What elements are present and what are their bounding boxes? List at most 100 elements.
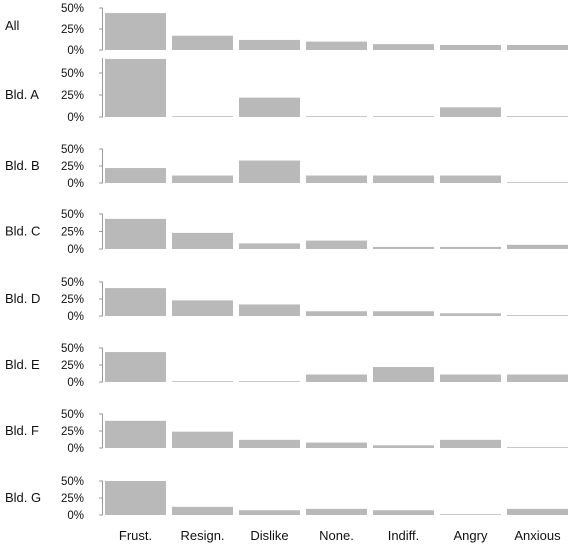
x-category-label: Indiff. — [388, 528, 420, 543]
bar-frust — [105, 288, 166, 316]
y-tick-label: 0% — [67, 244, 84, 256]
panel-2: Bld. A 50% 25% 0% — [5, 58, 568, 124]
y-tick-label: 0% — [67, 377, 84, 389]
bar-none — [306, 116, 367, 117]
bar-dislike — [239, 97, 300, 117]
panel-label: Bld. F — [5, 423, 39, 438]
bar-frust — [105, 58, 166, 117]
bar-indiff — [373, 44, 434, 50]
bar-indiff — [373, 116, 434, 117]
y-tick-label: 0% — [67, 311, 84, 323]
y-tick-label: 50% — [61, 343, 84, 355]
y-tick-label: 25% — [61, 161, 84, 173]
panel-label: Bld. B — [5, 158, 40, 173]
x-category-label: Angry — [454, 528, 488, 543]
bar-anxious — [507, 244, 568, 249]
panel-6: Bld. E 50% 25% 0% — [5, 343, 568, 389]
panel-label: Bld. G — [5, 490, 41, 505]
x-category-label: Dislike — [250, 528, 288, 543]
panel-label: All — [5, 18, 20, 33]
bar-frust — [105, 218, 166, 249]
panel-7: Bld. F 50% 25% 0% — [5, 409, 568, 455]
panel-label: Bld. E — [5, 357, 40, 372]
bar-indiff — [373, 175, 434, 183]
x-category-label: Resign. — [180, 528, 224, 543]
y-tick-label: 0% — [67, 510, 84, 522]
bar-dislike — [239, 381, 300, 382]
y-tick-label: 0% — [67, 112, 84, 124]
bar-indiff — [373, 510, 434, 515]
bar-resign — [172, 300, 233, 316]
bar-indiff — [373, 445, 434, 448]
bar-frust — [105, 168, 166, 183]
y-tick-label: 25% — [61, 24, 84, 36]
bar-angry — [440, 44, 501, 50]
y-tick-label: 50% — [61, 68, 84, 80]
bar-angry — [440, 175, 501, 183]
bar-angry — [440, 374, 501, 382]
bar-angry — [440, 439, 501, 448]
bar-resign — [172, 431, 233, 448]
panel-3: Bld. B 50% 25% 0% — [5, 144, 568, 190]
panel-label: Bld. A — [5, 87, 39, 102]
bar-none — [306, 175, 367, 183]
y-tick-label: 50% — [61, 144, 84, 156]
y-tick-label: 25% — [61, 360, 84, 372]
bar-angry — [440, 246, 501, 249]
panel-8: Bld. G 50% 25% 0% — [5, 476, 568, 522]
bar-resign — [172, 506, 233, 515]
y-tick-label: 25% — [61, 90, 84, 102]
bar-anxious — [507, 116, 568, 117]
bar-anxious — [507, 44, 568, 50]
bar-anxious — [507, 182, 568, 183]
y-tick-label: 50% — [61, 209, 84, 221]
x-category-label: None. — [319, 528, 354, 543]
bar-frust — [105, 481, 166, 515]
bar-resign — [172, 116, 233, 117]
bar-dislike — [239, 39, 300, 50]
bar-anxious — [507, 315, 568, 316]
y-tick-label: 0% — [67, 178, 84, 190]
y-tick-label: 50% — [61, 277, 84, 289]
bar-angry — [440, 107, 501, 117]
bar-frust — [105, 13, 166, 50]
panel-5: Bld. D 50% 25% 0% — [5, 277, 568, 323]
bar-angry — [440, 514, 501, 515]
bar-none — [306, 240, 367, 249]
y-tick-label: 25% — [61, 294, 84, 306]
y-tick-label: 0% — [67, 45, 84, 57]
bar-resign — [172, 381, 233, 382]
bar-angry — [440, 313, 501, 316]
x-category-label: Anxious — [514, 528, 561, 543]
bar-frust — [105, 420, 166, 448]
bar-dislike — [239, 510, 300, 515]
bar-anxious — [507, 447, 568, 448]
bar-resign — [172, 232, 233, 249]
bar-dislike — [239, 243, 300, 249]
bar-none — [306, 311, 367, 316]
bar-dislike — [239, 439, 300, 448]
bar-indiff — [373, 367, 434, 382]
y-tick-label: 25% — [61, 426, 84, 438]
bar-frust — [105, 352, 166, 382]
bar-resign — [172, 35, 233, 50]
panel-label: Bld. D — [5, 291, 40, 306]
bar-none — [306, 374, 367, 382]
y-tick-label: 25% — [61, 227, 84, 239]
bar-indiff — [373, 311, 434, 316]
bar-none — [306, 508, 367, 515]
x-category-label: Frust. — [119, 528, 152, 543]
y-tick-label: 50% — [61, 409, 84, 421]
bar-dislike — [239, 160, 300, 183]
y-tick-label: 50% — [61, 476, 84, 488]
bar-anxious — [507, 508, 568, 515]
bar-none — [306, 41, 367, 50]
panel-label: Bld. C — [5, 224, 40, 239]
y-tick-label: 0% — [67, 443, 84, 455]
y-tick-label: 25% — [61, 493, 84, 505]
y-tick-label: 50% — [61, 3, 84, 15]
bar-resign — [172, 175, 233, 183]
bar-none — [306, 442, 367, 448]
bar-indiff — [373, 246, 434, 249]
